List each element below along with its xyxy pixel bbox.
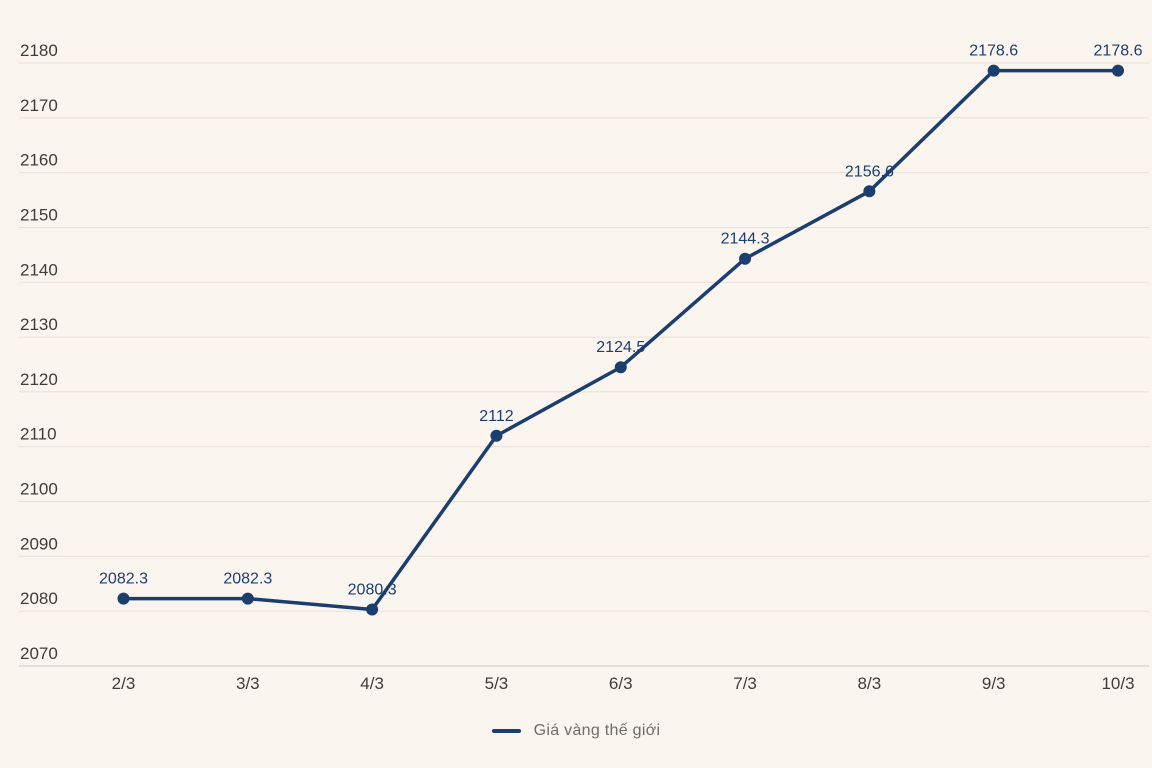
- y-axis-tick-label: 2140: [20, 260, 58, 279]
- data-point[interactable]: [490, 429, 503, 442]
- x-axis-tick-label: 4/3: [360, 674, 384, 693]
- x-axis-tick-label: 3/3: [236, 674, 260, 693]
- data-point-label: 2082.3: [99, 571, 148, 588]
- data-point-label: 2124.5: [596, 339, 645, 356]
- y-axis-tick-label: 2090: [20, 534, 58, 553]
- data-point[interactable]: [241, 592, 254, 605]
- data-point-label: 2156.6: [845, 163, 894, 180]
- x-axis-tick-label: 10/3: [1101, 674, 1134, 693]
- legend-line-marker-icon: [491, 729, 521, 733]
- legend[interactable]: Giá vàng thế giới: [0, 722, 1152, 740]
- data-point-label: 2178.6: [969, 43, 1018, 60]
- y-axis-tick-label: 2150: [20, 205, 58, 224]
- data-point[interactable]: [863, 185, 876, 198]
- data-point-label: 2178.6: [1094, 43, 1143, 60]
- y-axis-tick-label: 2130: [20, 315, 58, 334]
- y-axis-tick-label: 2160: [20, 151, 58, 170]
- line-chart: 2070 2080 2090 2100 2110 2120 2130 2140 2150 2160…: [19, 41, 1149, 693]
- data-point[interactable]: [366, 603, 379, 616]
- x-axis-tick-label: 5/3: [485, 674, 509, 693]
- data-point-label: 2080.3: [348, 582, 397, 599]
- data-point[interactable]: [614, 361, 627, 374]
- data-point-label: 2144.3: [721, 231, 770, 248]
- y-axis-tick-label: 2110: [20, 425, 57, 444]
- x-axis-tick-label: 9/3: [982, 674, 1006, 693]
- y-axis-tick-label: 2070: [20, 644, 58, 663]
- x-axis-tick-label: 8/3: [858, 674, 882, 693]
- y-axis-tick-label: 2180: [20, 41, 58, 60]
- y-axis-tick-label: 2100: [20, 480, 58, 499]
- y-axis-tick-label: 2170: [20, 96, 58, 115]
- y-axis-tick-label: 2080: [20, 589, 58, 608]
- data-point[interactable]: [1112, 64, 1124, 77]
- data-point[interactable]: [739, 252, 752, 265]
- data-point-label: 2082.3: [223, 571, 272, 588]
- x-axis-tick-label: 6/3: [609, 674, 633, 693]
- data-point[interactable]: [987, 64, 1000, 77]
- data-point[interactable]: [117, 592, 130, 605]
- x-axis-tick-label: 2/3: [112, 674, 136, 693]
- y-axis-tick-label: 2120: [20, 370, 58, 389]
- x-axis-tick-label: 7/3: [733, 674, 757, 693]
- data-point-label: 2112: [479, 408, 514, 425]
- legend-series-label: Giá vàng thế giới: [533, 722, 661, 739]
